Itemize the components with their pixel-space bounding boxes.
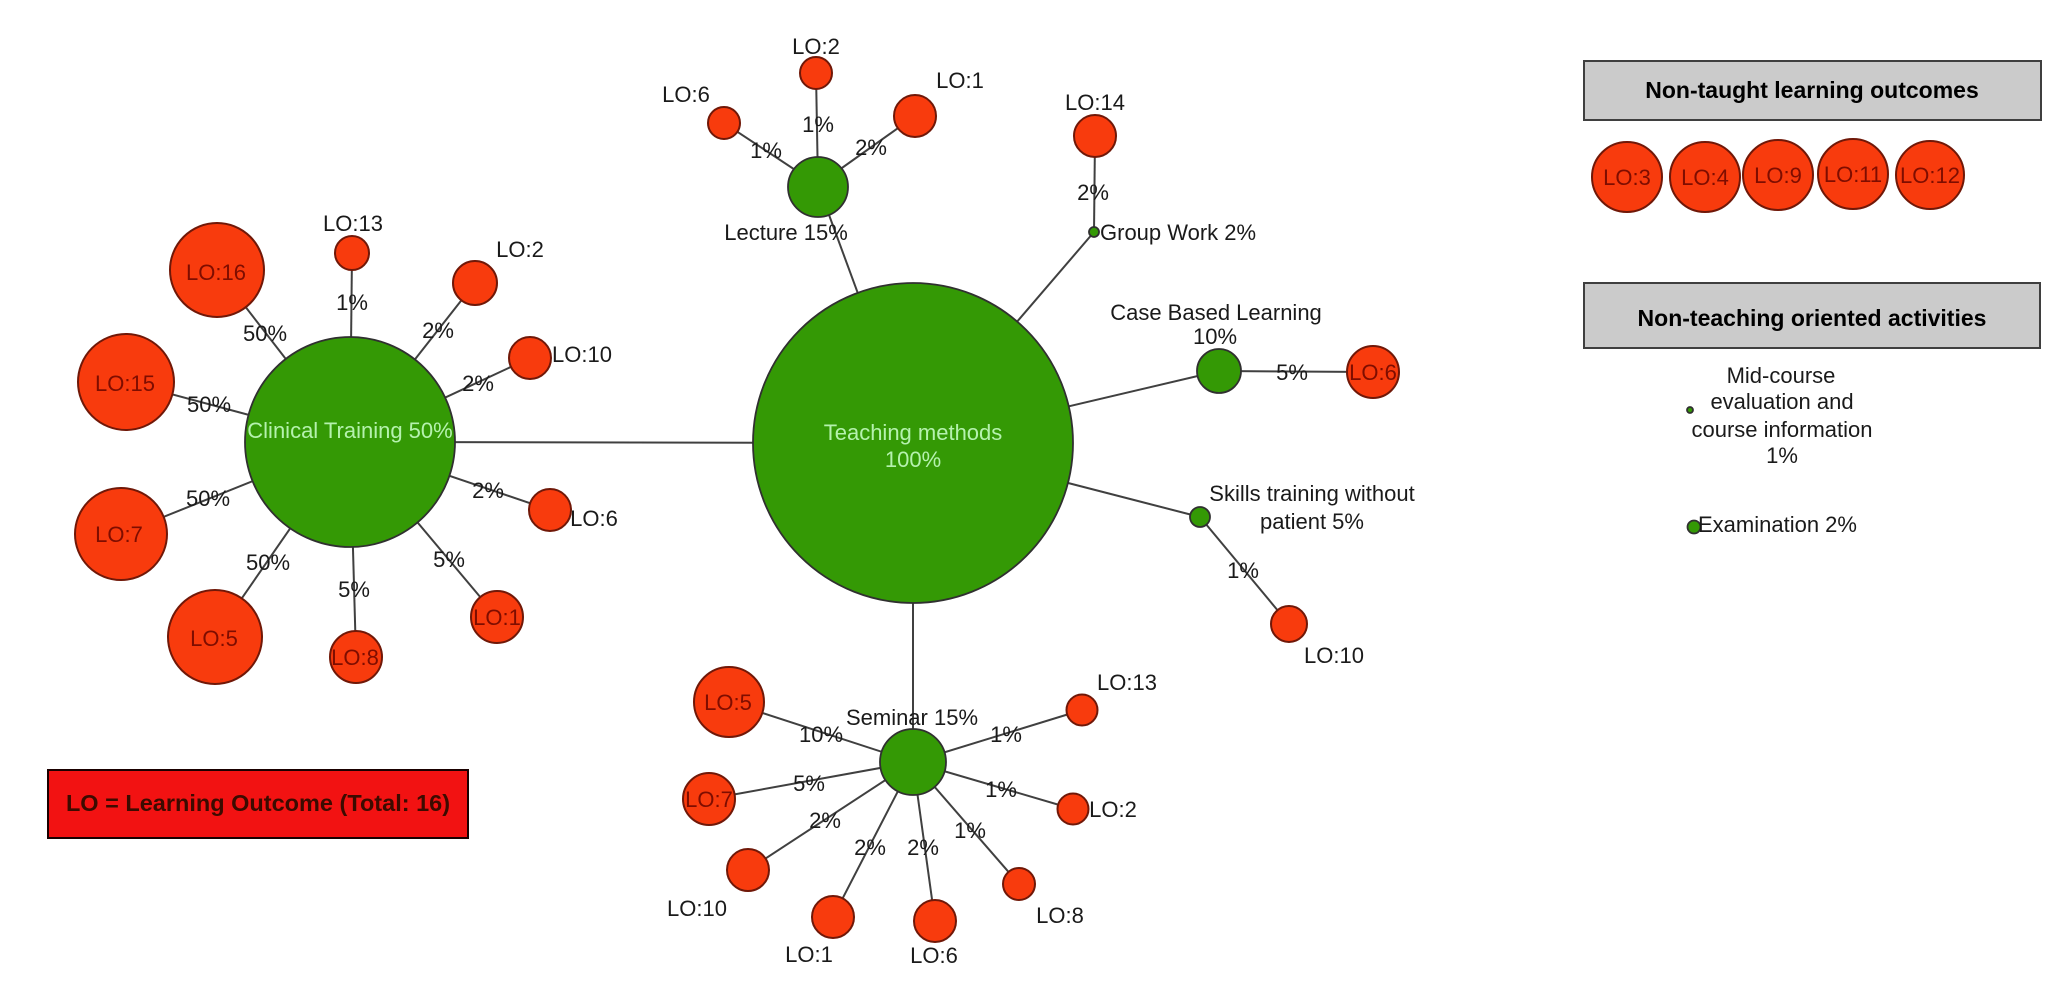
svg-text:2%: 2% [422,318,454,343]
svg-text:LO:8: LO:8 [1036,903,1084,928]
svg-text:10%: 10% [1193,324,1237,349]
svg-text:1%: 1% [990,722,1022,747]
svg-text:LO:2: LO:2 [792,34,840,59]
svg-text:1%: 1% [954,818,986,843]
svg-text:Seminar 15%: Seminar 15% [846,705,978,730]
svg-text:2%: 2% [472,478,504,503]
svg-text:LO:5: LO:5 [190,626,238,651]
svg-text:LO:13: LO:13 [1097,670,1157,695]
svg-text:1%: 1% [802,112,834,137]
svg-text:Skills training without: Skills training without [1209,481,1414,506]
svg-text:LO:1: LO:1 [473,605,521,630]
svg-text:LO:8: LO:8 [331,645,379,670]
svg-text:1%: 1% [336,290,368,315]
svg-text:Examination 2%: Examination 2% [1698,512,1857,537]
svg-text:LO:11: LO:11 [1824,162,1882,187]
svg-text:50%: 50% [243,321,287,346]
svg-text:5%: 5% [338,577,370,602]
svg-text:Clinical Training 50%: Clinical Training 50% [247,418,452,443]
svg-text:2%: 2% [855,135,887,160]
svg-text:1%: 1% [1227,558,1259,583]
svg-text:50%: 50% [246,550,290,575]
svg-text:5%: 5% [793,771,825,796]
svg-text:100%: 100% [885,447,941,472]
svg-text:2%: 2% [809,808,841,833]
svg-text:LO:6: LO:6 [1349,360,1397,385]
svg-text:LO:15: LO:15 [95,371,155,396]
svg-text:2%: 2% [907,835,939,860]
svg-text:LO:12: LO:12 [1900,163,1960,188]
svg-text:evaluation and: evaluation and [1710,389,1853,414]
svg-text:10%: 10% [799,722,843,747]
svg-text:1%: 1% [985,777,1017,802]
svg-text:LO:16: LO:16 [186,260,246,285]
svg-text:2%: 2% [854,835,886,860]
svg-text:LO = Learning Outcome (Total:: LO = Learning Outcome (Total: 16) [66,790,450,816]
svg-text:LO:10: LO:10 [552,342,612,367]
svg-text:1%: 1% [750,138,782,163]
svg-text:LO:1: LO:1 [936,68,984,93]
svg-text:50%: 50% [186,486,230,511]
svg-text:Group Work 2%: Group Work 2% [1100,220,1256,245]
svg-text:LO:14: LO:14 [1065,90,1125,115]
svg-text:2%: 2% [462,371,494,396]
svg-text:50%: 50% [187,392,231,417]
svg-text:LO:6: LO:6 [570,506,618,531]
svg-text:2%: 2% [1077,180,1109,205]
svg-text:LO:10: LO:10 [667,896,727,921]
svg-text:patient 5%: patient 5% [1260,509,1364,534]
svg-text:LO:6: LO:6 [662,82,710,107]
svg-text:LO:13: LO:13 [323,211,383,236]
svg-text:LO:3: LO:3 [1603,165,1651,190]
svg-text:LO:10: LO:10 [1304,643,1364,668]
svg-text:LO:4: LO:4 [1681,165,1729,190]
svg-text:5%: 5% [433,547,465,572]
svg-text:1%: 1% [1766,443,1798,468]
svg-text:LO:1: LO:1 [785,942,833,967]
svg-text:Case Based Learning: Case Based Learning [1110,300,1322,325]
svg-text:LO:5: LO:5 [704,690,752,715]
svg-text:LO:6: LO:6 [910,943,958,968]
svg-text:course information: course information [1692,417,1873,442]
svg-text:LO:7: LO:7 [685,787,733,812]
svg-text:LO:9: LO:9 [1754,163,1802,188]
svg-text:LO:2: LO:2 [1089,797,1137,822]
svg-text:Lecture 15%: Lecture 15% [724,220,848,245]
svg-text:Mid-course: Mid-course [1727,363,1836,388]
svg-text:Non-taught learning outcomes: Non-taught learning outcomes [1645,77,1979,103]
svg-text:5%: 5% [1276,360,1308,385]
svg-text:LO:7: LO:7 [95,522,143,547]
svg-text:Teaching methods: Teaching methods [824,420,1003,445]
svg-text:LO:2: LO:2 [496,237,544,262]
svg-text:Non-teaching oriented activiti: Non-teaching oriented activities [1638,305,1987,331]
